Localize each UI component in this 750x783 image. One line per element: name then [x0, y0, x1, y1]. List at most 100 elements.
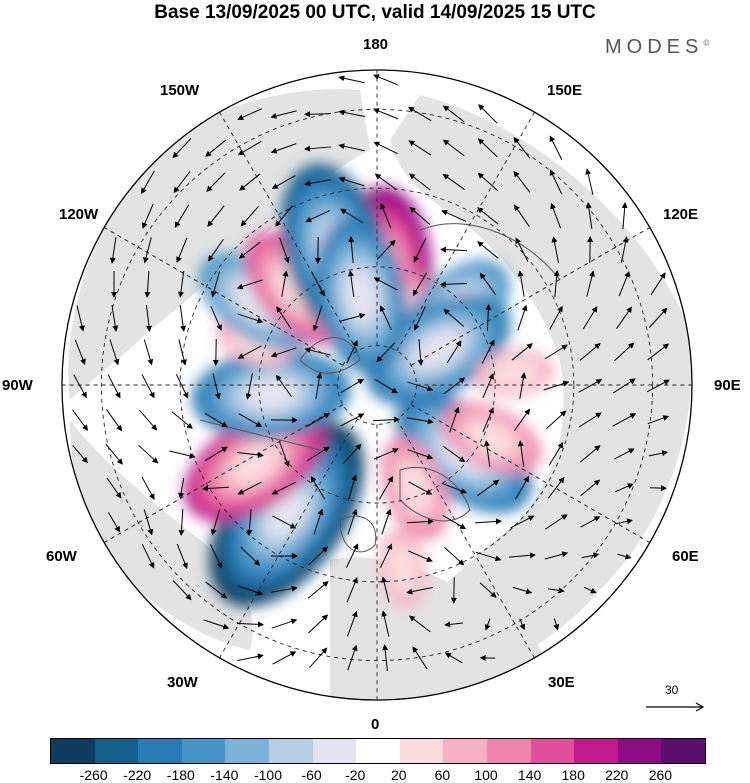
- wind-vector: [169, 450, 196, 459]
- brand-name: MODES: [605, 36, 704, 58]
- wind-vector: [174, 204, 190, 229]
- lon-label-0: 0: [371, 716, 380, 733]
- wind-vector: [512, 586, 533, 595]
- wind-vector: [650, 272, 666, 296]
- wind-vector: [345, 543, 359, 568]
- wind-vector: [442, 514, 467, 530]
- meridian-line: [410, 227, 651, 366]
- wind-vector: [409, 206, 431, 225]
- wind-vector: [74, 339, 86, 366]
- wind-vector: [544, 344, 568, 360]
- wind-vector: [272, 515, 297, 529]
- wind-vector: [138, 444, 159, 464]
- wind-vector: [380, 543, 393, 568]
- wind-vector: [312, 305, 323, 332]
- colorbar-tick-label: -220: [123, 767, 152, 783]
- wind-vector: [621, 202, 628, 229]
- wind-vector: [517, 270, 525, 297]
- wind-vector: [548, 587, 565, 594]
- wind-vector: [238, 241, 261, 259]
- wind-vector: [245, 373, 253, 400]
- reference-vector-value: 30: [665, 683, 679, 697]
- wind-vector: [550, 202, 562, 229]
- wind-vector: [311, 272, 325, 297]
- wind-vector: [581, 552, 600, 559]
- colorbar-swatch: [138, 739, 182, 763]
- wind-vector: [271, 175, 296, 189]
- lon-label-90e: 90E: [714, 377, 741, 394]
- wind-vector: [477, 241, 499, 259]
- colorbar-swatch: [530, 739, 575, 763]
- wind-vector: [475, 551, 502, 562]
- colorbar-tick-label: 20: [391, 767, 407, 783]
- wind-vector: [547, 476, 565, 499]
- wind-vector: [449, 406, 460, 433]
- wind-vector: [481, 339, 495, 364]
- colorbar-swatch: [225, 739, 269, 763]
- wind-vector: [144, 270, 151, 298]
- colorbar-swatch: [312, 739, 357, 763]
- wind-vector: [614, 448, 635, 460]
- wind-vector: [270, 143, 297, 154]
- wind-vector: [178, 478, 185, 499]
- wind-vector: [374, 378, 398, 394]
- anomaly-field: [184, 163, 555, 609]
- coastlines: [199, 223, 561, 553]
- meridian-line: [410, 404, 651, 543]
- wind-vector: [141, 170, 155, 195]
- wind-vector: [237, 653, 264, 662]
- colorbar-tick-label: 260: [648, 767, 673, 783]
- wind-vector: [373, 277, 398, 291]
- wind-vector: [176, 543, 188, 570]
- wind-vector: [310, 475, 326, 500]
- wind-vector: [210, 509, 221, 536]
- lon-label-90w: 90W: [2, 377, 33, 394]
- positive-anomaly: [184, 407, 326, 522]
- wind-vector: [304, 347, 331, 356]
- wind-vector: [407, 381, 434, 392]
- wind-vector: [347, 508, 358, 535]
- wind-vector: [647, 343, 670, 361]
- wind-vector: [373, 448, 399, 460]
- wind-vector: [143, 509, 154, 536]
- wind-vector: [237, 451, 264, 458]
- wind-vector: [376, 342, 396, 363]
- wind-vector: [107, 374, 121, 399]
- wind-vector: [237, 345, 262, 359]
- meridian-line: [396, 111, 535, 352]
- wind-vector: [279, 237, 290, 264]
- wind-vector: [308, 647, 328, 669]
- wind-vector: [246, 509, 253, 536]
- wind-vector: [381, 576, 390, 603]
- lon-label-60e: 60E: [672, 548, 699, 565]
- wind-vector: [171, 411, 193, 429]
- anomaly-contour: [230, 444, 280, 485]
- wind-vector: [272, 651, 297, 665]
- wind-vector: [408, 481, 433, 495]
- wind-vector: [442, 139, 465, 157]
- wind-vector: [620, 236, 629, 263]
- wind-vector: [348, 236, 355, 263]
- wind-vector: [373, 108, 399, 120]
- colorbar-tick-label: 180: [561, 767, 585, 783]
- wind-vector: [204, 412, 228, 428]
- colorbar-swatch: [486, 739, 531, 763]
- wind-vector: [372, 416, 400, 423]
- wind-vector: [519, 372, 527, 399]
- wind-vector: [407, 106, 432, 122]
- wind-vector: [579, 343, 601, 361]
- wind-vector: [442, 173, 465, 190]
- wind-vector: [477, 207, 499, 225]
- colorbar-swatch: [661, 739, 705, 763]
- modes-logo: MODES©: [605, 36, 709, 59]
- wind-vector: [142, 203, 154, 229]
- polar-stereographic-map: [61, 69, 693, 701]
- lon-label-180: 180: [363, 36, 389, 53]
- wind-vector: [237, 108, 263, 121]
- wind-vector: [379, 305, 392, 330]
- negative-anomaly: [315, 217, 407, 374]
- wind-vector: [586, 270, 595, 297]
- wind-vector: [579, 445, 601, 463]
- wind-vector: [374, 173, 397, 191]
- wind-vector: [373, 74, 399, 86]
